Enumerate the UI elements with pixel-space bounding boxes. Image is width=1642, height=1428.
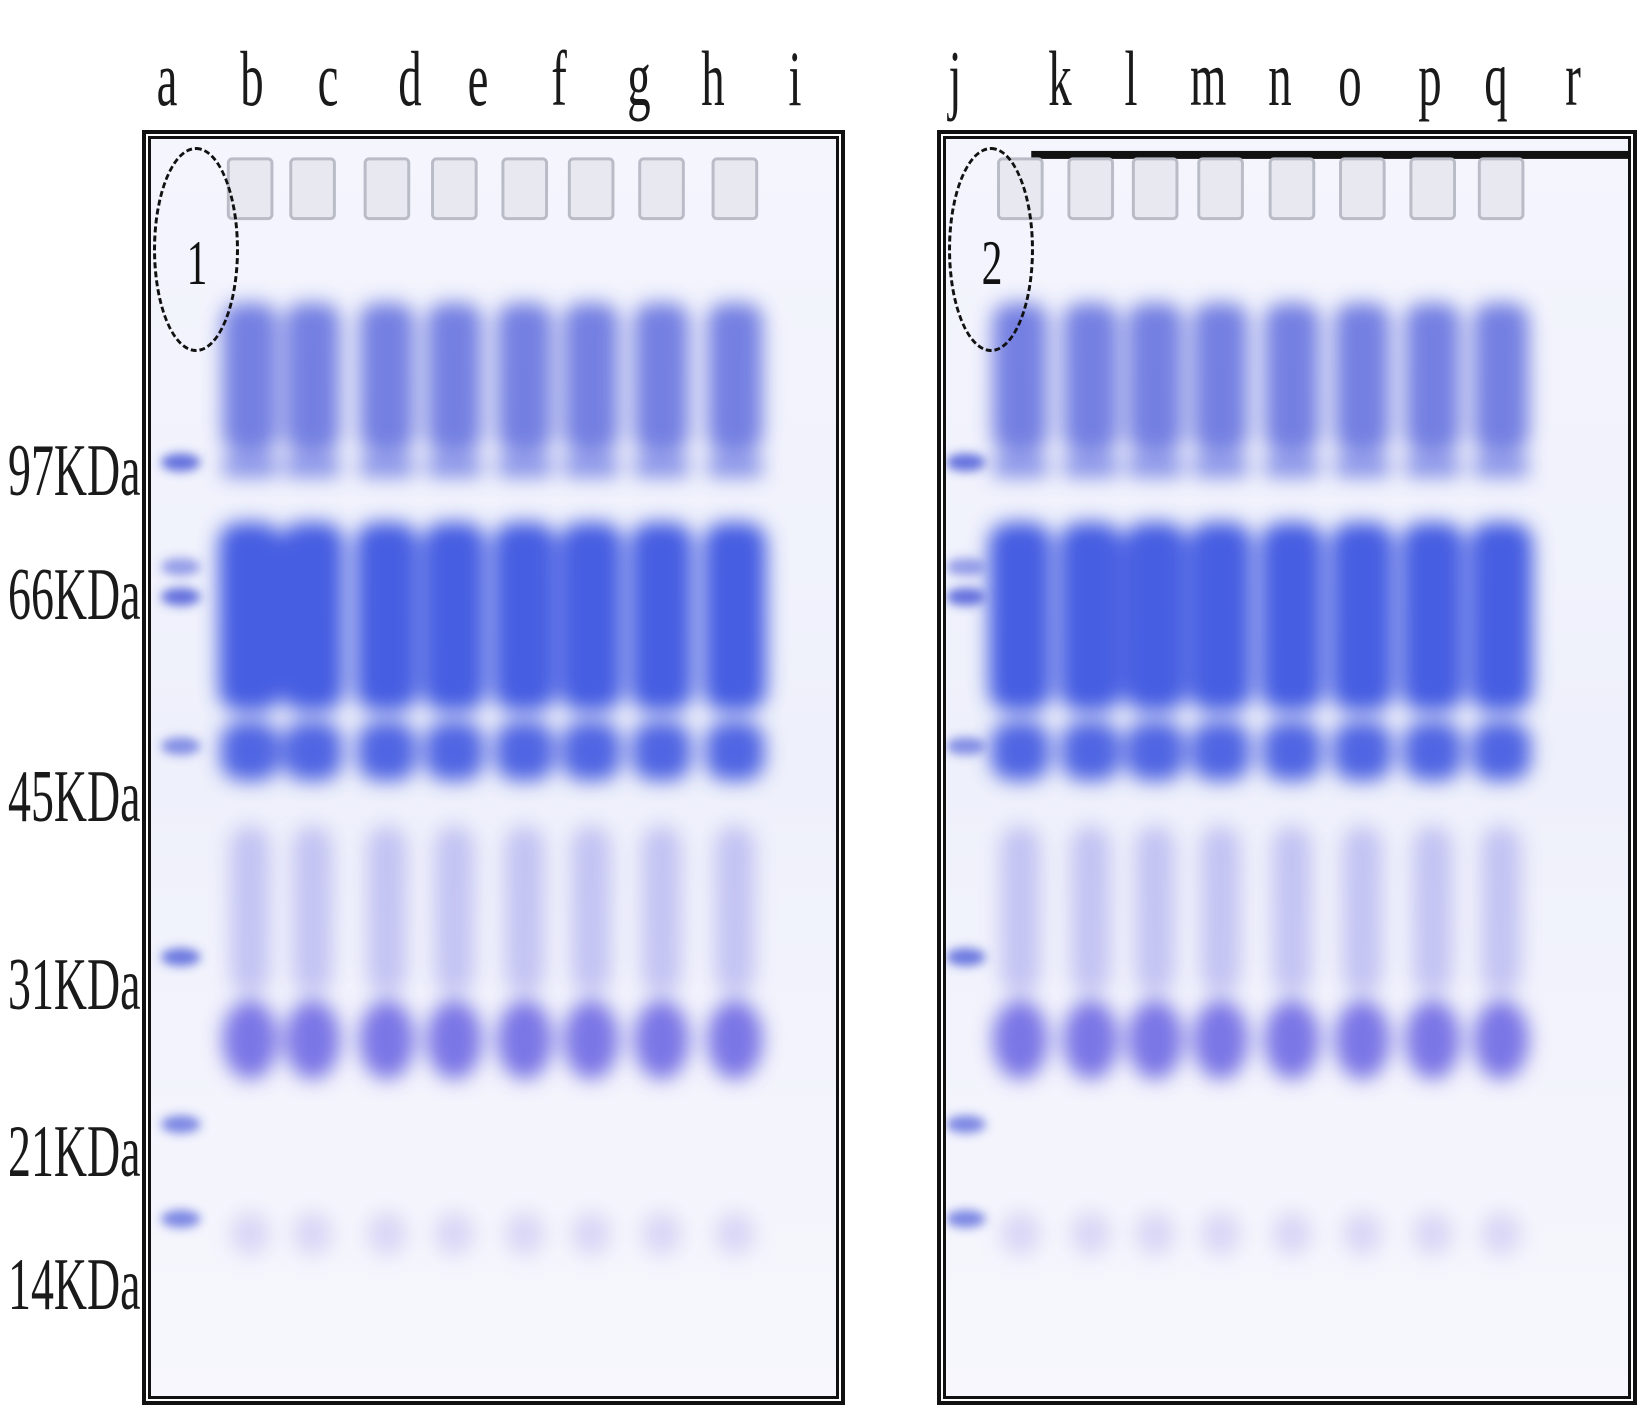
sample-well xyxy=(1339,157,1386,221)
sample-lane xyxy=(1330,303,1395,1256)
sample-lane xyxy=(493,303,557,1256)
sample-lane xyxy=(422,303,487,1256)
sample-lane xyxy=(355,303,419,1256)
sample-lane xyxy=(629,303,694,1256)
gel-1-frame xyxy=(142,130,845,1405)
marker-lane xyxy=(160,453,201,1228)
sample-lane xyxy=(1059,303,1123,1256)
sample-lane xyxy=(703,303,767,1256)
gel-2: 2 xyxy=(943,136,1631,1399)
mw-label-97: 97KDa xyxy=(8,430,141,512)
lane-label-e: e xyxy=(467,35,489,122)
gel-1: 1 xyxy=(148,136,839,1399)
sample-well xyxy=(1409,157,1457,221)
panel-2-circle xyxy=(948,147,1034,352)
sample-lane xyxy=(988,303,1053,1256)
mw-label-14: 14KDa xyxy=(8,1244,141,1326)
panel-1-number: 1 xyxy=(186,227,208,298)
sample-well xyxy=(638,157,685,221)
sample-well xyxy=(363,157,411,221)
sample-well xyxy=(501,157,549,221)
lane-label-o: o xyxy=(1338,35,1362,122)
lane-label-i: i xyxy=(788,35,802,122)
sample-well xyxy=(289,157,336,221)
sample-lane xyxy=(1188,303,1253,1256)
lane-label-l: l xyxy=(1124,35,1138,122)
mw-label-45: 45KDa xyxy=(8,756,141,838)
sample-well xyxy=(1268,157,1316,221)
gel-2-frame xyxy=(937,130,1637,1405)
sample-lane xyxy=(1400,303,1465,1256)
lane-label-g: g xyxy=(627,35,651,122)
sample-well xyxy=(567,157,615,221)
lane-label-n: n xyxy=(1268,35,1292,122)
lane-label-m: m xyxy=(1190,35,1227,122)
sample-well xyxy=(431,157,478,221)
marker-lane xyxy=(946,453,986,1228)
panel-1-circle xyxy=(153,147,239,352)
lane-label-r: r xyxy=(1565,35,1581,122)
lane-label-q: q xyxy=(1484,35,1508,122)
sample-lane xyxy=(1123,303,1187,1256)
lane-label-d: d xyxy=(398,35,422,122)
sample-lane xyxy=(1260,303,1324,1256)
lane-label-h: h xyxy=(701,35,725,122)
mw-label-21: 21KDa xyxy=(8,1111,141,1193)
sample-well xyxy=(1197,157,1244,221)
mw-label-31: 31KDa xyxy=(8,944,141,1026)
lane-label-b: b xyxy=(240,35,264,122)
lane-label-j: j xyxy=(948,35,962,122)
gel-1-image xyxy=(151,139,836,1396)
sample-well xyxy=(1067,157,1115,221)
sample-well xyxy=(1131,157,1179,221)
lane-label-p: p xyxy=(1418,35,1442,122)
sample-lane xyxy=(559,303,623,1256)
sample-lane xyxy=(280,303,345,1256)
lane-label-k: k xyxy=(1048,35,1072,122)
lane-label-a: a xyxy=(156,35,178,122)
sample-lane xyxy=(1469,303,1533,1256)
sample-well xyxy=(1477,157,1525,221)
lane-label-f: f xyxy=(551,35,567,122)
sample-lane xyxy=(218,303,282,1256)
sample-well xyxy=(711,157,759,221)
lane-label-c: c xyxy=(317,35,339,122)
panel-2-number: 2 xyxy=(981,227,1003,298)
mw-label-66: 66KDa xyxy=(8,554,141,636)
gel-2-image xyxy=(946,139,1628,1396)
